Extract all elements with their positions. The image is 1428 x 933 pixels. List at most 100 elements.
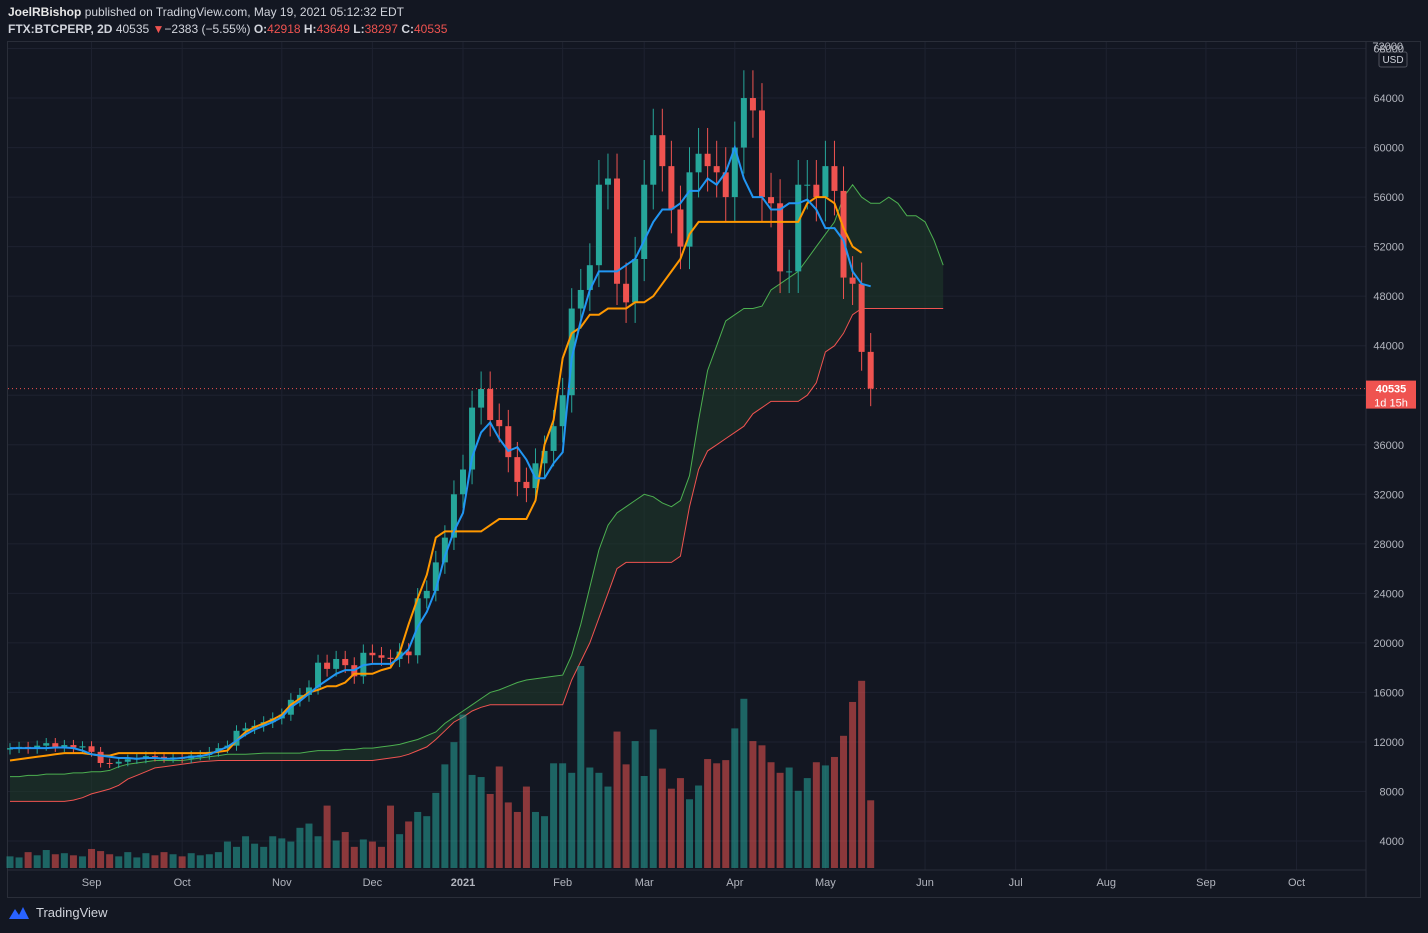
volume-bar — [242, 836, 250, 868]
volume-bar — [676, 778, 684, 868]
candle-body — [650, 135, 657, 185]
volume-bar — [776, 772, 784, 868]
candle-body — [758, 110, 765, 198]
volume-bar — [151, 855, 159, 868]
candle-body — [79, 746, 86, 748]
volume-bar — [359, 839, 367, 868]
candle-body — [106, 762, 113, 764]
volume-bar — [106, 854, 114, 868]
candle-body — [858, 283, 865, 352]
volume-bar — [840, 735, 848, 868]
volume-bar — [577, 666, 585, 868]
publisher-name[interactable]: JoelRBishop — [8, 5, 82, 19]
last-price: 40535 — [115, 22, 150, 36]
high-label: H: — [303, 22, 317, 36]
price-tick-label: 44000 — [1373, 341, 1404, 353]
volume-bar — [704, 759, 712, 868]
candle-body — [668, 166, 675, 210]
time-tick-label: Oct — [174, 877, 191, 889]
tradingview-logo-icon[interactable] — [8, 906, 30, 920]
symbol-label[interactable]: FTX:BTCPERP, 2D — [8, 22, 113, 36]
volume-bar — [350, 846, 358, 868]
footer-brand[interactable]: TradingView — [36, 905, 108, 920]
candle-body — [586, 265, 593, 290]
volume-bar — [396, 834, 404, 868]
volume-bar — [287, 841, 295, 868]
candle-body — [768, 197, 775, 204]
candle-body — [813, 184, 820, 198]
volume-bar — [758, 745, 766, 868]
candle-body — [369, 652, 376, 656]
candle-body — [242, 728, 249, 731]
volume-bar — [749, 741, 757, 868]
candle-body — [840, 190, 847, 278]
candle-body — [867, 351, 874, 389]
currency-badge[interactable] — [1378, 51, 1408, 68]
candle-body — [713, 166, 720, 173]
time-tick-label: Aug — [1096, 877, 1116, 889]
volume-bar — [595, 772, 603, 868]
candle-body — [514, 457, 521, 482]
price-tick-label: 60000 — [1373, 143, 1404, 155]
time-tick-label: May — [815, 877, 836, 889]
volume-bar — [387, 805, 395, 868]
volume-bar — [214, 852, 222, 868]
candle-body — [632, 259, 639, 303]
volume-bar — [531, 811, 539, 868]
candle-body — [568, 308, 575, 396]
candle-body — [460, 469, 466, 495]
time-tick-label: 2021 — [451, 877, 475, 889]
price-tick-label: 64000 — [1373, 93, 1404, 105]
kijun-sen-line — [9, 196, 863, 762]
volume-bar — [432, 792, 440, 868]
candle-body — [61, 745, 68, 747]
price-tick-label: 24000 — [1373, 588, 1404, 600]
volume-bar — [69, 855, 77, 868]
price-tick-label: 16000 — [1373, 687, 1404, 699]
high-value: 43649 — [316, 22, 350, 36]
volume-bar — [695, 785, 703, 868]
volume-bar — [368, 841, 376, 868]
candle-body — [70, 745, 77, 748]
volume-bar — [160, 852, 168, 868]
last-price-marker: 40535 1d 15h — [8, 380, 1416, 410]
price-axis-top-label: 72000 — [1372, 41, 1403, 53]
candle-body — [849, 277, 856, 284]
price-tick-label: 32000 — [1373, 489, 1404, 501]
time-tick-label: Sep — [1196, 877, 1216, 889]
volume-bar — [187, 853, 195, 868]
candle-body — [577, 289, 584, 309]
candle-body — [88, 746, 95, 752]
volume-bar — [405, 821, 413, 868]
ohlc-line: FTX:BTCPERP, 2D 40535 ▼−2383 (−5.55%) O:… — [8, 21, 1358, 38]
candle-body — [315, 662, 322, 688]
candle-body — [115, 761, 122, 764]
volume-bar — [251, 843, 259, 868]
candle-body — [342, 658, 349, 666]
candle-body — [432, 562, 439, 591]
volume-bar — [459, 714, 467, 868]
bar-countdown: 1d 15h — [1374, 398, 1408, 410]
volume-bar — [377, 846, 385, 868]
candle-body — [296, 694, 303, 700]
volume-bar — [24, 852, 32, 868]
candle-body — [532, 463, 539, 489]
candle-body — [124, 759, 131, 762]
volume-bar — [803, 778, 811, 868]
candle-body — [550, 426, 557, 451]
volume-bar — [713, 763, 721, 868]
volume-bar — [6, 856, 14, 868]
currency-label: USD — [1382, 55, 1403, 66]
price-tick-label: 20000 — [1373, 638, 1404, 650]
volume-bar — [42, 850, 50, 868]
tenkan-sen-line — [10, 144, 871, 760]
price-tick-label: 48000 — [1373, 291, 1404, 303]
footer: TradingView — [8, 905, 108, 920]
open-label: O: — [253, 22, 268, 36]
volume-bar — [504, 802, 512, 868]
time-tick-label: Dec — [363, 877, 383, 889]
time-tick-label: Feb — [553, 877, 572, 889]
low-label: L: — [353, 22, 365, 36]
volume-bars — [6, 666, 875, 868]
